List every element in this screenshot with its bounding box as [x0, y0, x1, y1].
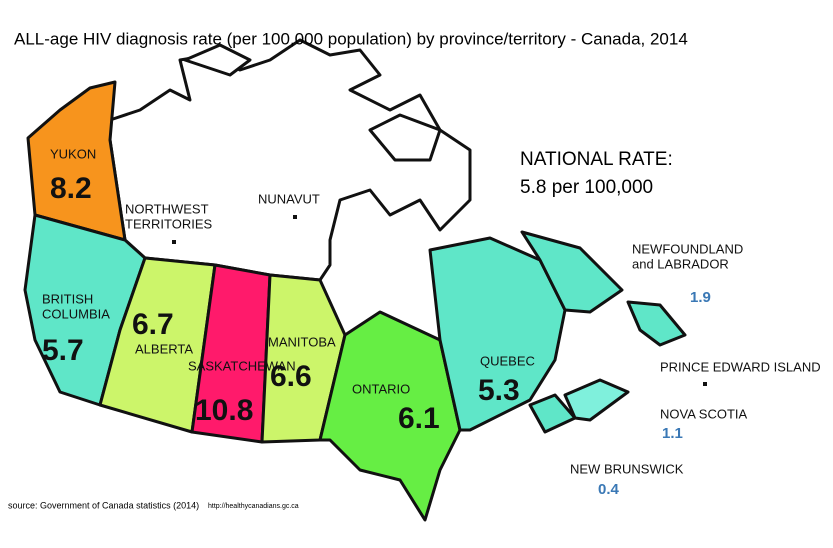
north [108, 38, 472, 282]
region-value: 6.1 [398, 402, 440, 435]
region-name: YUKON [50, 146, 96, 161]
alberta-shape [98, 256, 217, 434]
region-name: ALBERTA [135, 341, 193, 356]
national-label: NATIONAL RATE: [520, 149, 673, 170]
markers [172, 215, 707, 386]
ontario-shape [318, 310, 462, 522]
provinces [23, 80, 687, 522]
region-value: 0.4 [598, 481, 620, 498]
ns-shape [563, 378, 630, 422]
region-name: NUNAVUT [258, 191, 320, 206]
newfoundland-shape [626, 300, 687, 347]
region-name: PRINCE EDWARD ISLAND [660, 359, 821, 374]
region-value: 5.7 [42, 334, 84, 367]
region-name: SASKATCHEWAN [188, 358, 296, 373]
region-name: TERRITORIES [125, 216, 212, 231]
region-value: 5.3 [478, 374, 520, 407]
source-url: http://healthycanadians.gc.ca [208, 503, 299, 510]
region-value: 8.2 [50, 172, 92, 205]
region-value: 1.1 [662, 425, 683, 442]
labrador-shape [520, 230, 624, 314]
region-name: BRITISH [42, 291, 93, 306]
region-value: 6.6 [270, 360, 312, 393]
region-name: NEW BRUNSWICK [570, 461, 684, 476]
region-value: 6.7 [132, 308, 174, 341]
source: source: Government of Canada statistics … [8, 500, 199, 510]
region-name: and LABRADOR [632, 256, 729, 271]
region-value: 10.8 [195, 394, 253, 427]
national-value: 5.8 per 100,000 [520, 177, 653, 198]
quebec-shape [428, 236, 567, 432]
region-name: COLUMBIA [42, 306, 110, 321]
region-name: NORTHWEST [125, 201, 209, 216]
region-value: 1.9 [690, 289, 711, 306]
title: ALL-age HIV diagnosis rate (per 100,000 … [14, 29, 688, 48]
region-name: ONTARIO [352, 381, 410, 396]
region-name: MANITOBA [268, 334, 336, 349]
region-name: NEWFOUNDLAND [632, 241, 743, 256]
region-name: QUEBEC [480, 353, 535, 368]
region-name: NOVA SCOTIA [660, 406, 747, 421]
